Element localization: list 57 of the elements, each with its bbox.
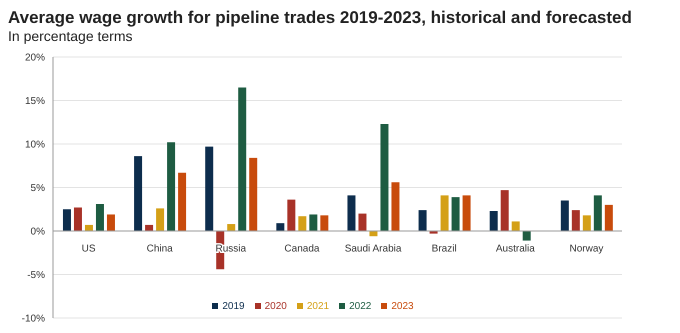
bar — [500, 190, 509, 231]
y-tick-label: 20% — [24, 52, 46, 64]
legend-label: 2021 — [306, 301, 330, 312]
x-tick-label: Saudi Arabia — [344, 243, 402, 254]
bar — [490, 210, 498, 231]
legend-label: 2023 — [391, 301, 414, 312]
bar — [276, 223, 284, 231]
bar — [145, 224, 154, 231]
bar — [440, 195, 449, 231]
bar — [582, 215, 591, 231]
bar — [167, 142, 176, 231]
bar — [380, 124, 388, 231]
bar — [62, 209, 71, 231]
chart-subtitle: In percentage terms — [8, 28, 134, 45]
bar — [298, 216, 306, 231]
y-tick-label: -10% — [22, 314, 46, 325]
bar — [238, 87, 246, 231]
bar — [572, 210, 580, 231]
y-tick-label: 10% — [24, 140, 46, 151]
bar — [512, 221, 520, 231]
bar — [418, 210, 427, 231]
x-tick-label: China — [146, 243, 174, 254]
bar — [227, 224, 236, 231]
bar — [320, 215, 328, 231]
bar — [287, 200, 296, 231]
bar — [84, 224, 93, 231]
bar — [134, 156, 142, 231]
x-tick-label: Canada — [284, 243, 320, 254]
bar — [205, 146, 214, 231]
bar — [74, 208, 82, 231]
chart-title: Average wage growth for pipeline trades 2019-2023, historical and forecasted — [8, 8, 633, 28]
bar — [522, 231, 531, 241]
bar — [309, 214, 318, 231]
bar — [156, 208, 164, 231]
legend-label: 2020 — [264, 301, 287, 312]
y-tick-label: 15% — [24, 96, 46, 108]
x-tick-label: US — [82, 243, 96, 254]
bar — [106, 214, 115, 231]
bar — [391, 182, 400, 231]
bar — [249, 158, 258, 231]
bar — [178, 172, 186, 231]
legend-label: 2022 — [349, 301, 372, 312]
bar — [560, 200, 569, 231]
y-tick-label: 5% — [30, 183, 46, 194]
bar — [347, 195, 356, 231]
x-tick-label: Australia — [496, 243, 536, 254]
bar — [462, 195, 471, 231]
bar — [358, 214, 366, 231]
legend-label: 2019 — [222, 301, 245, 312]
x-tick-label: Brazil — [432, 243, 457, 254]
bar — [604, 204, 613, 231]
y-tick-label: 0% — [30, 226, 46, 238]
bar — [452, 197, 460, 231]
bar — [96, 204, 104, 231]
x-tick-label: Norway — [569, 243, 604, 254]
y-tick-label: -5% — [27, 270, 46, 282]
bar — [594, 195, 602, 231]
